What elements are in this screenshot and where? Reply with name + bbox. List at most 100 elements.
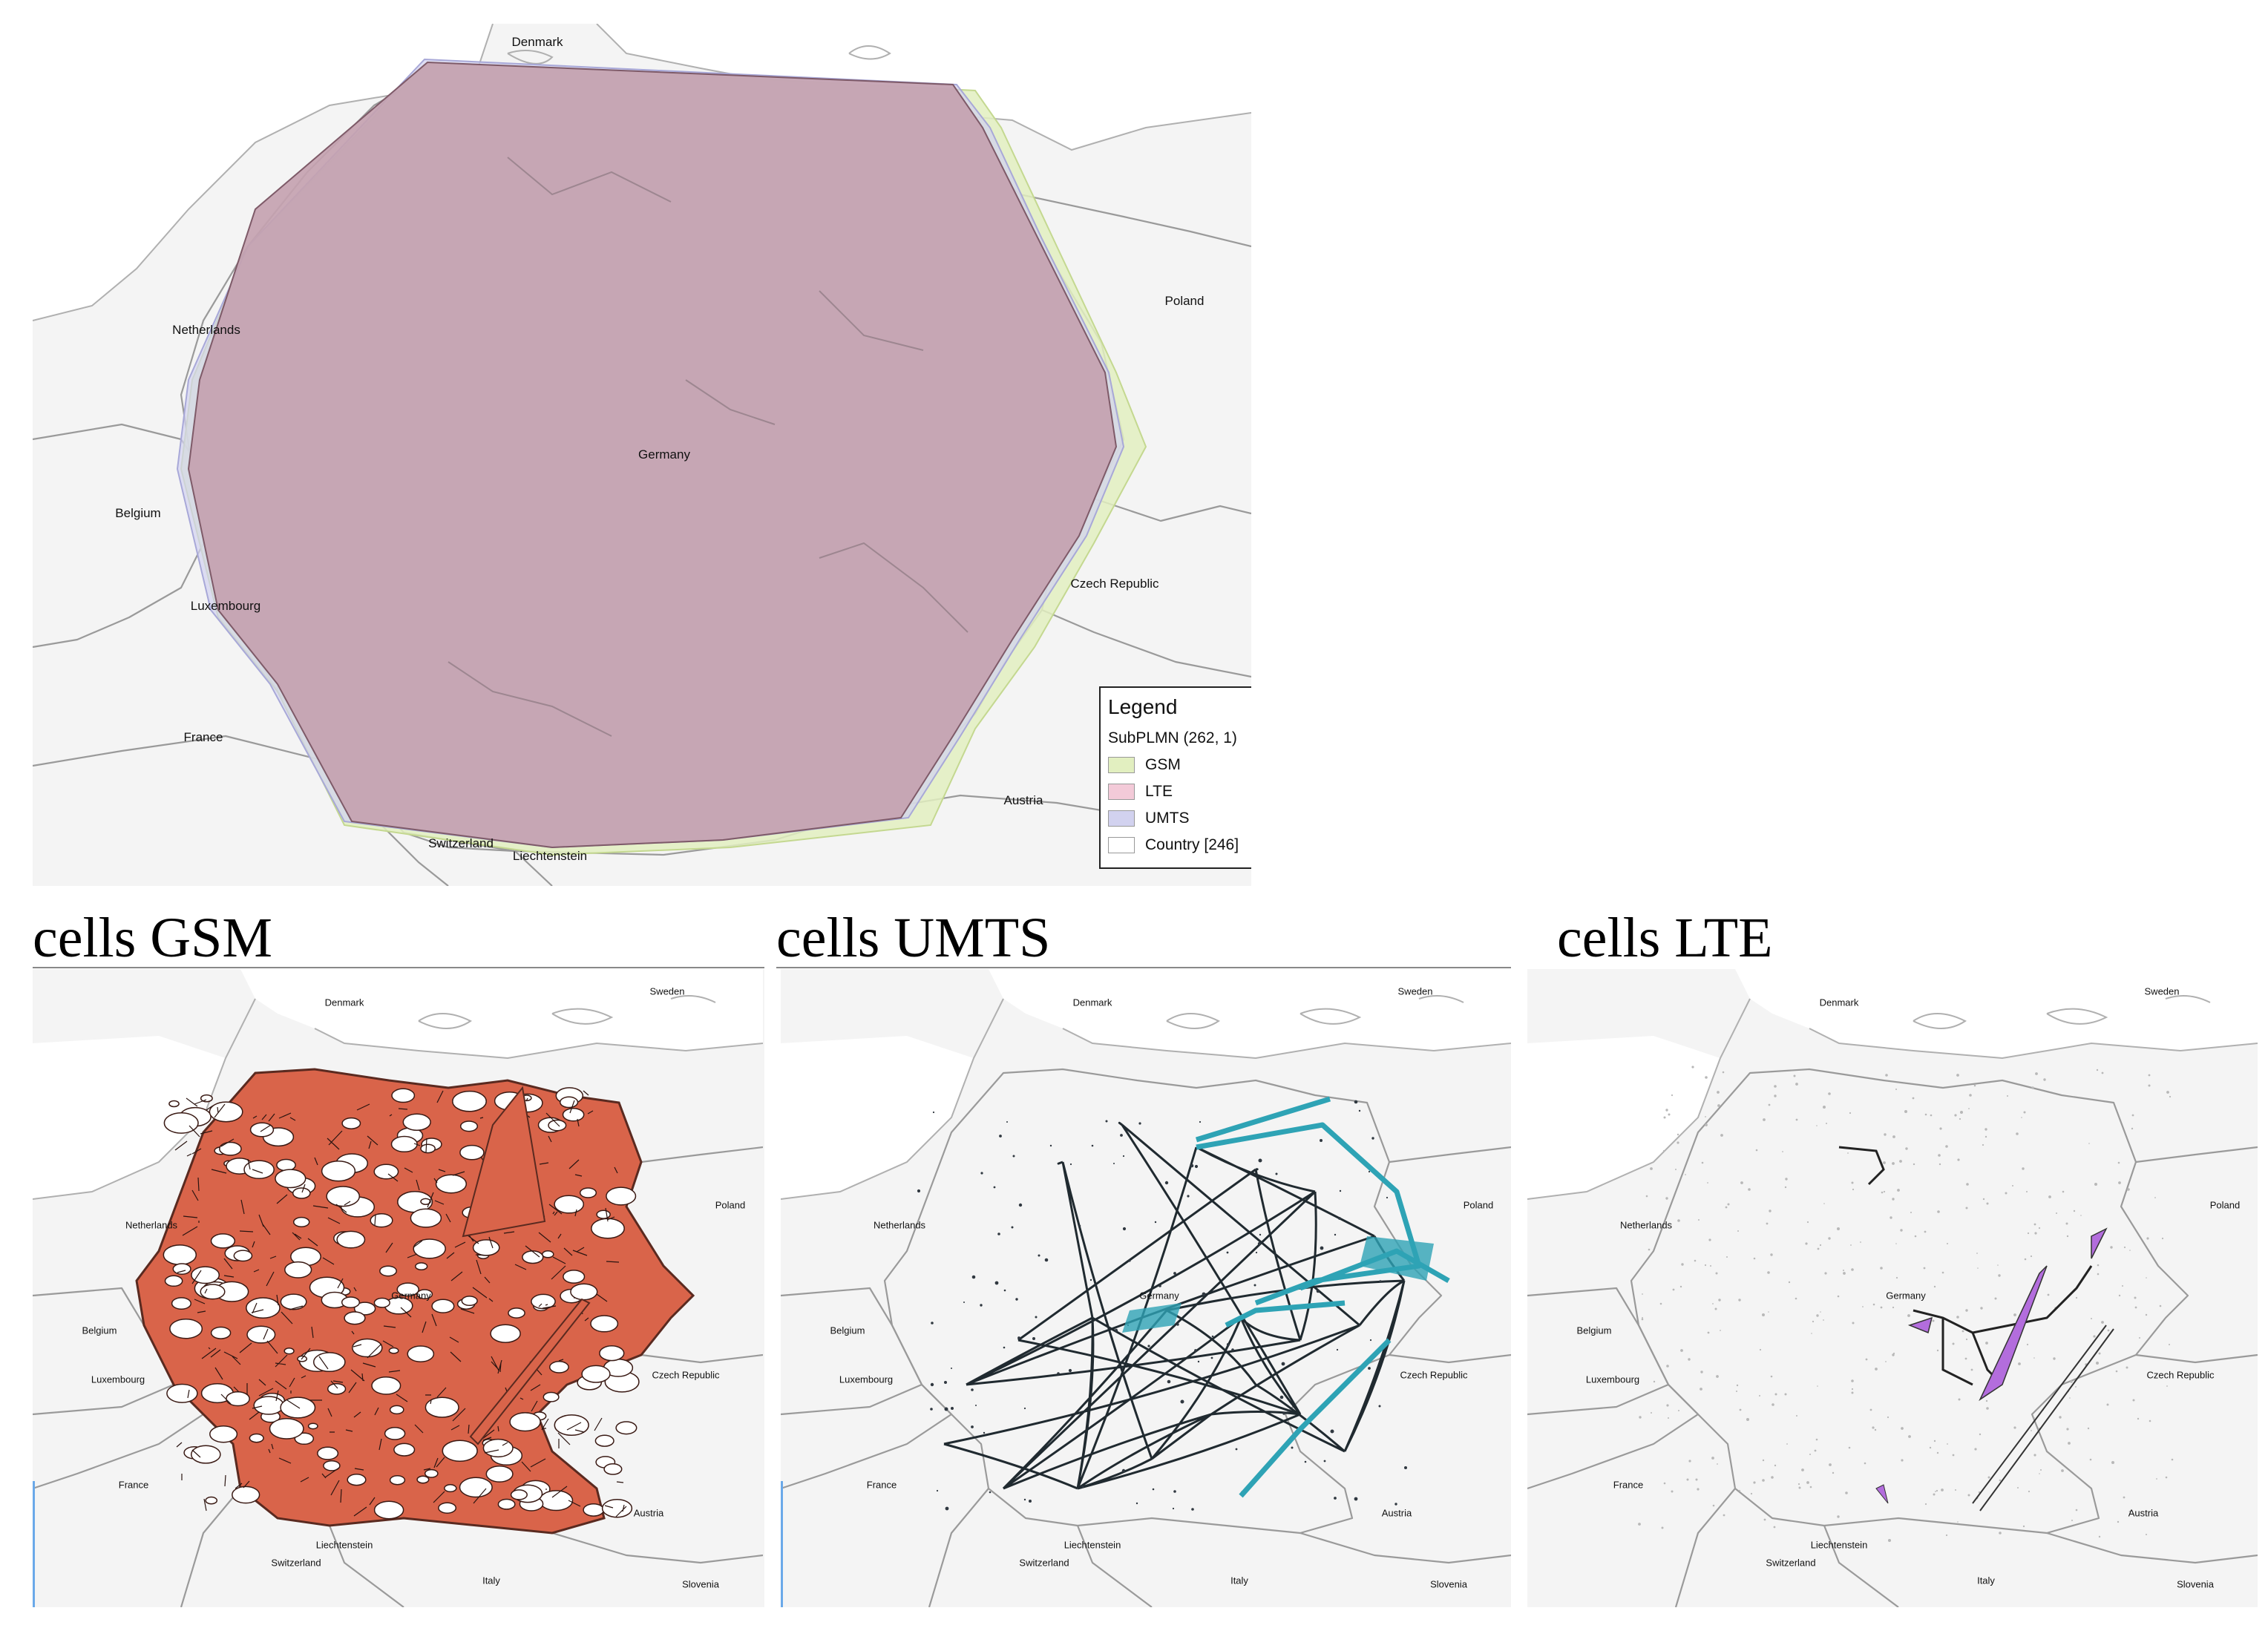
legend-item-gsm: GSM	[1108, 752, 1250, 778]
map-cells-gsm[interactable]: Denmark Sweden Netherlands Poland Germany Bel…	[33, 969, 764, 1607]
lte-cell-point	[1705, 1123, 1708, 1126]
czech-border	[1041, 497, 1251, 678]
lte-cell-point	[1845, 1491, 1848, 1494]
label-austria: Austria	[1381, 1507, 1412, 1519]
label-germany: Germany	[1886, 1290, 1926, 1302]
lte-cell-point	[2071, 1520, 2073, 1521]
north-sea	[1527, 1036, 1720, 1199]
lte-cell-point	[1974, 1448, 1977, 1451]
lte-cell-point	[2122, 1285, 2123, 1287]
coverage-gap	[166, 1383, 198, 1403]
lte-cell-point	[1650, 1167, 1653, 1170]
coverage-gap	[210, 1233, 236, 1249]
lte-cell-point	[1885, 1361, 1887, 1362]
lte-cell-point	[2088, 1143, 2090, 1144]
umts-cell-point	[1259, 1233, 1262, 1236]
lte-cell-point	[1700, 1371, 1703, 1373]
sea	[1527, 969, 2258, 1058]
coverage-gap	[435, 1174, 468, 1194]
coverage-gap	[402, 1113, 431, 1132]
coverage-gap	[431, 1299, 455, 1313]
umts-cell-point	[1167, 1379, 1171, 1384]
coverage-gap	[396, 1282, 419, 1297]
gsm-swatch	[1108, 757, 1135, 773]
umts-cell-point	[971, 1388, 974, 1391]
coverage-gap	[200, 1284, 226, 1300]
umts-cell-point	[1190, 1163, 1194, 1168]
lte-cell-point	[2115, 1370, 2118, 1373]
lte-cell-point	[1704, 1264, 1707, 1267]
lte-cell-point	[1806, 1481, 1809, 1484]
lte-cell-point	[1712, 1303, 1714, 1304]
coverage-gap	[371, 1376, 402, 1395]
coverage-gap	[548, 1361, 569, 1373]
label-switzerland: Switzerland	[271, 1557, 321, 1569]
lte-cell-point	[1970, 1368, 1973, 1371]
caption-rule-gsm	[33, 967, 764, 968]
umts-cell-point	[1176, 1323, 1179, 1326]
top-map[interactable]: Denmark Poland Netherlands Germany Belgi…	[33, 24, 1251, 886]
coverage-gap	[171, 1297, 191, 1310]
lte-cell-point	[1695, 1478, 1698, 1481]
coverage-gap	[307, 1422, 318, 1430]
lte-cell-point	[1677, 1141, 1679, 1144]
map-cells-umts[interactable]: Denmark Sweden Netherlands Poland Germany Bel…	[781, 969, 1511, 1607]
lte-cell-point	[2026, 1343, 2029, 1346]
map-cells-lte[interactable]: Denmark Sweden Netherlands Poland Germany Bel…	[1527, 969, 2258, 1607]
umts-cell-point	[1323, 1460, 1326, 1463]
lte-cell-point	[1890, 1216, 1892, 1219]
coastline-baltic	[1062, 1028, 1511, 1060]
umts-cell-point	[963, 1302, 965, 1303]
lte-cell-point	[1748, 1188, 1751, 1191]
country-swatch	[1108, 837, 1135, 853]
swiss-border	[403, 831, 553, 886]
lte-cell-point	[1770, 1253, 1773, 1256]
lte-cell-point	[1653, 1380, 1656, 1383]
lte-cell-point	[1965, 1338, 1968, 1341]
map-legend: Legend SubPLMN (262, 1) GSM LTE UMTS Cou…	[1099, 686, 1251, 869]
lte-cell-point	[2061, 1469, 2064, 1472]
small-map-canvas	[1527, 969, 2258, 1607]
lte-cell-point	[2026, 1191, 2028, 1192]
coverage-gap	[390, 1135, 418, 1153]
lte-cell-point	[1715, 1272, 1718, 1275]
lte-cell-point	[2031, 1430, 2032, 1431]
coverage-gap	[485, 1465, 514, 1483]
umts-cell-point	[1017, 1336, 1020, 1339]
lte-cell-point	[1851, 1388, 1854, 1391]
lte-cell-point	[1784, 1393, 1787, 1396]
coverage-gap	[292, 1216, 310, 1227]
umts-cell-point	[931, 1322, 934, 1325]
coverage-gap	[590, 1315, 619, 1333]
lte-cell-point	[2030, 1255, 2033, 1258]
coverage-gap	[452, 1090, 487, 1112]
umts-cell-point	[1316, 1289, 1320, 1293]
lte-cell-point	[2166, 1091, 2169, 1094]
lte-cell-point	[1957, 1158, 1960, 1161]
lte-cell-point	[1923, 1267, 1926, 1270]
lte-cell-point	[1945, 1145, 1948, 1148]
lte-cell-point	[1641, 1318, 1644, 1321]
coverage-gap	[606, 1186, 637, 1206]
lte-cell-point	[1688, 1358, 1691, 1361]
umts-cell-point	[971, 1425, 974, 1428]
lte-cell-point	[1869, 1408, 1872, 1411]
coverage-gap	[459, 1477, 493, 1498]
umts-cell-point	[1368, 1170, 1371, 1173]
umts-cell-point	[1003, 1289, 1006, 1292]
lte-cell-point	[2087, 1427, 2090, 1430]
lte-cell-point	[1769, 1209, 1772, 1212]
coverage-gap	[410, 1208, 442, 1228]
coverage-gap	[391, 1088, 416, 1103]
coverage-gap	[190, 1445, 221, 1464]
lte-cell-point	[2123, 1496, 2126, 1499]
umts-cell-point	[1158, 1284, 1161, 1287]
umts-cell-point	[1257, 1241, 1262, 1246]
label-czech-republic: Czech Republic	[2146, 1369, 2215, 1381]
lte-cell-point	[1937, 1210, 1940, 1213]
coastline-west	[1527, 998, 1751, 1200]
lte-cell-point	[1801, 1468, 1804, 1471]
coverage-gap	[341, 1117, 361, 1129]
umts-cell-point	[944, 1407, 948, 1411]
umts-cell-point	[975, 1405, 977, 1406]
